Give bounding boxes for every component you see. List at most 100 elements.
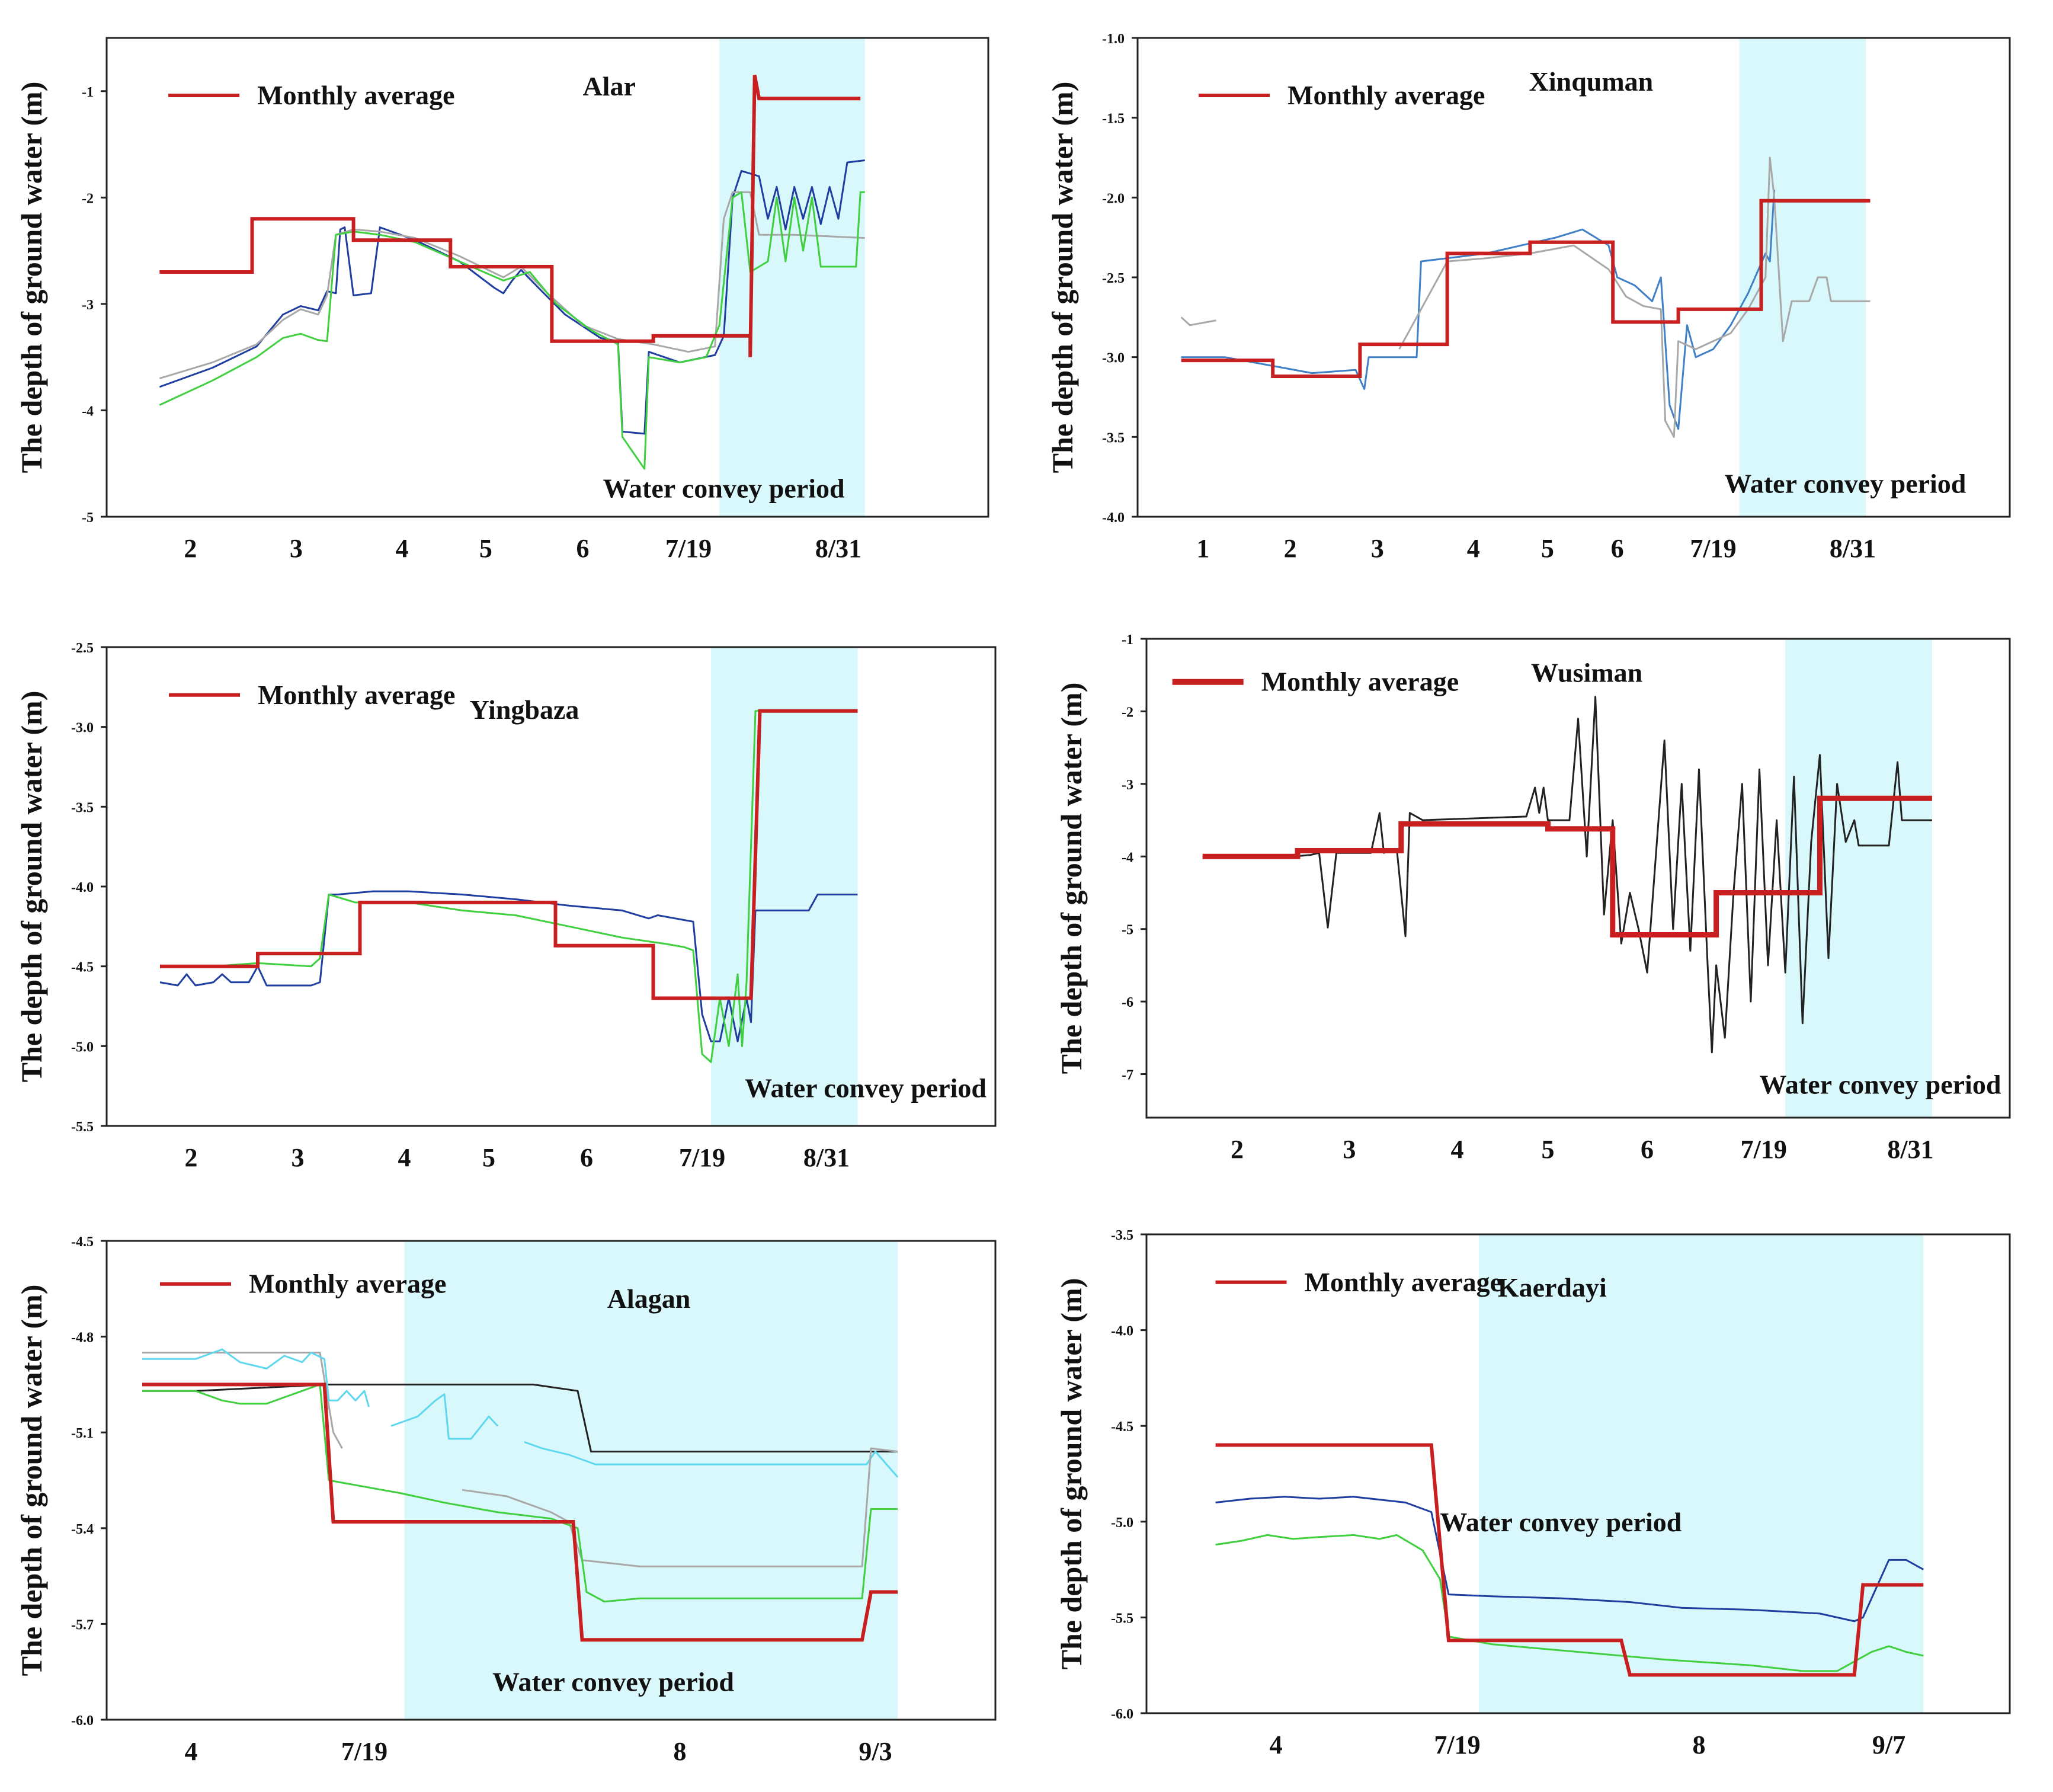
chart-panel-wusiman: -1 -2 -3 -4 -5 -6 -7 2 3 4 5 6 7/19 8/31 The depth of … — [1055, 632, 2011, 1164]
y-tick-label: -3.5 — [1102, 430, 1125, 446]
series-line-gray-2 — [1398, 156, 1871, 438]
legend-label: Monthly average — [258, 680, 455, 710]
y-tick-label: -2 — [1122, 705, 1133, 720]
chart-panel-xinquman: -1.0 -1.5 -2.0 -2.5 -3.0 -3.5 -4.0 1 2 3 4 5 6 7/19 8/… — [1046, 31, 2011, 563]
x-tick-label: 4 — [398, 1143, 411, 1172]
y-axis-label: The depth of ground water (m) — [15, 82, 48, 473]
y-tick-label: -5 — [1122, 923, 1133, 938]
legend-label: Monthly average — [249, 1269, 446, 1299]
series-line-blue-0 — [159, 159, 865, 435]
y-axis-label: The depth of ground water (m) — [15, 691, 48, 1083]
plot-frame — [1145, 638, 2011, 1119]
series-line-blue-0 — [1215, 1496, 1924, 1623]
legend-label: Monthly average — [1287, 80, 1485, 110]
y-tick-label: -1.5 — [1102, 111, 1125, 127]
y-tick-label: -4.5 — [71, 1234, 94, 1250]
convey-period-shade — [1478, 1234, 1924, 1713]
x-tick-label: 6 — [580, 1143, 593, 1172]
x-tick-label: 5 — [1542, 1135, 1555, 1164]
y-tick-label: -2.5 — [1102, 271, 1125, 286]
x-tick-label: 6 — [1641, 1135, 1654, 1164]
y-tick-label: -6 — [1122, 995, 1133, 1010]
x-tick-label: 2 — [1284, 534, 1297, 563]
convey-period-label: Water convey period — [492, 1667, 734, 1697]
monthly-average-line — [1202, 795, 1932, 937]
plot-frame — [1136, 37, 2011, 518]
series-line-gray-0 — [1180, 316, 1216, 327]
convey-period-shade — [1785, 639, 1932, 1118]
series-line-black-0 — [1202, 696, 1932, 1054]
y-tick-label: -7 — [1122, 1068, 1133, 1083]
series-line-green-2 — [159, 191, 865, 470]
x-tick-label: 8 — [1692, 1730, 1705, 1759]
convey-period-shade — [719, 38, 865, 517]
x-tick-label: 3 — [292, 1143, 305, 1172]
y-tick-label: -4.5 — [71, 960, 94, 975]
convey-period-label: Water convey period — [603, 473, 845, 504]
convey-period-shade — [711, 647, 858, 1126]
chart-panel-alagan: -4.5 -4.8 -5.1 -5.4 -5.7 -6.0 4 7/19 8 9/3 The dep… — [15, 1234, 997, 1766]
y-tick-label: -3 — [1122, 777, 1133, 793]
series-line-blue-0 — [159, 890, 858, 1042]
x-tick-label: 6 — [576, 534, 590, 563]
station-title: Yingbaza — [470, 695, 579, 725]
x-tick-label: 8 — [674, 1737, 687, 1766]
legend-label: Monthly average — [257, 80, 454, 110]
plot-frame — [105, 1240, 997, 1721]
monthly-average-line — [142, 1383, 898, 1642]
y-tick-label: -5.4 — [71, 1522, 94, 1537]
y-tick-label: -5 — [82, 510, 94, 526]
series-line-gray-1 — [159, 191, 865, 380]
y-tick-label: -1.0 — [1102, 31, 1125, 47]
x-tick-label: 7/19 — [1690, 534, 1736, 563]
station-title: Alagan — [607, 1284, 691, 1314]
convey-period-label: Water convey period — [1440, 1507, 1682, 1537]
x-tick-label: 7/19 — [341, 1737, 387, 1766]
series-line-steel_blue-1 — [1181, 189, 1776, 430]
x-tick-label: 3 — [290, 534, 303, 563]
series-line-gray-1 — [142, 1352, 343, 1449]
series-line-green-1 — [160, 710, 858, 1063]
y-tick-label: -4.0 — [1111, 1324, 1133, 1339]
plot-frame — [105, 37, 989, 518]
y-tick-label: -3.5 — [1111, 1228, 1133, 1243]
x-tick-label: 7/19 — [665, 534, 712, 563]
y-tick-label: -3.0 — [71, 721, 94, 736]
x-tick-label: 4 — [1270, 1730, 1283, 1759]
x-tick-label: 9/3 — [859, 1737, 892, 1766]
x-tick-label: 9/7 — [1872, 1730, 1905, 1759]
x-tick-label: 7/19 — [1741, 1135, 1787, 1164]
y-tick-label: -4 — [1122, 850, 1133, 865]
y-tick-label: -4.8 — [71, 1330, 94, 1346]
y-tick-label: -3.0 — [1102, 351, 1125, 366]
x-tick-label: 4 — [1467, 534, 1480, 563]
y-tick-label: -2.5 — [71, 641, 94, 656]
y-tick-label: -2.0 — [1102, 191, 1125, 206]
convey-period-label: Water convey period — [1724, 469, 1966, 499]
x-tick-label: 8/31 — [1887, 1135, 1933, 1164]
series-line-black-0 — [142, 1383, 898, 1452]
y-axis-label: The depth of ground water (m) — [1046, 82, 1079, 473]
x-tick-label: 4 — [185, 1737, 198, 1766]
y-tick-label: -4.0 — [71, 880, 94, 895]
convey-period-label: Water convey period — [745, 1073, 987, 1103]
legend-label: Monthly average — [1261, 667, 1459, 697]
monthly-average-line — [159, 75, 861, 357]
convey-period-label: Water convey period — [1759, 1070, 2001, 1100]
y-axis-label: The depth of ground water (m) — [1055, 1278, 1088, 1670]
monthly-average-line — [1181, 199, 1871, 378]
y-tick-label: -3.5 — [71, 800, 94, 815]
x-tick-label: 1 — [1196, 534, 1209, 563]
x-tick-label: 7/19 — [1434, 1730, 1480, 1759]
x-tick-label: 8/31 — [815, 534, 861, 563]
x-tick-label: 3 — [1371, 534, 1384, 563]
plot-frame — [1145, 1233, 2011, 1714]
x-tick-label: 8/31 — [1830, 534, 1876, 563]
station-title: Kaerdayi — [1498, 1272, 1607, 1303]
chart-panel-kaerdayi: -3.5 -4.0 -4.5 -5.0 -5.5 -6.0 4 7/19 8 9/7 The dep… — [1055, 1228, 2011, 1759]
y-tick-label: -2 — [82, 191, 94, 206]
y-tick-label: -1 — [82, 85, 94, 100]
x-tick-label: 2 — [1231, 1135, 1244, 1164]
y-tick-label: -6.0 — [71, 1713, 94, 1729]
